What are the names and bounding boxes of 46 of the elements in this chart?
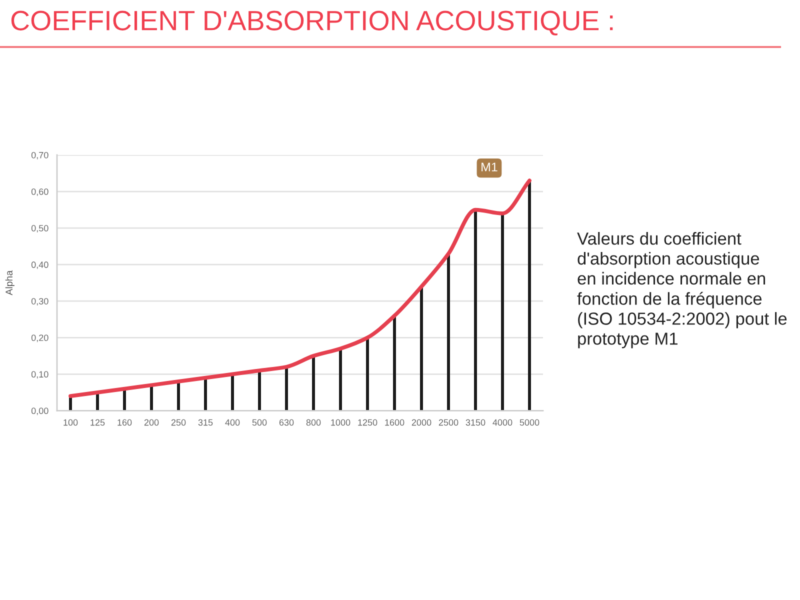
- x-tick-label: 3150: [466, 419, 486, 426]
- y-tick-label: 0,20: [31, 334, 48, 342]
- x-tick-label: 200: [144, 419, 159, 426]
- x-tick-label: 100: [64, 419, 78, 426]
- bar: [393, 316, 396, 411]
- x-tick-label: 1250: [358, 419, 378, 426]
- bar: [501, 213, 504, 411]
- bar: [150, 385, 153, 411]
- x-tick-label: 1600: [385, 419, 404, 426]
- x-tick-label: 630: [279, 419, 294, 426]
- y-axis-title: Alpha: [5, 270, 14, 296]
- bar: [231, 374, 234, 411]
- x-tick-label: 400: [225, 419, 240, 426]
- y-tick-label: 0,70: [31, 152, 48, 160]
- x-tick-label: 2000: [412, 419, 432, 426]
- bar: [339, 348, 342, 411]
- bar: [528, 180, 531, 411]
- x-tick-label: 4000: [492, 419, 512, 426]
- text: M1: [482, 162, 498, 172]
- chart-title: COEFFICIENT D'ABSORPTION ACOUSTIQUE :: [11, 10, 613, 36]
- y-tick-label: 0,40: [31, 262, 48, 270]
- x-tick-label: 5000: [520, 419, 540, 426]
- x-tick-label: 2500: [438, 419, 458, 426]
- x-tick-label: 315: [198, 419, 213, 426]
- y-tick-label: 0,10: [31, 371, 48, 379]
- x-tick-label: 1000: [331, 419, 350, 426]
- bar: [177, 381, 180, 411]
- x-tick-label: 160: [118, 419, 132, 426]
- bar: [474, 210, 477, 411]
- bar: [258, 370, 261, 411]
- bar: [285, 366, 288, 411]
- bar: [204, 378, 207, 411]
- bar: [366, 338, 369, 411]
- y-tick-label: 0,30: [31, 298, 48, 306]
- text: Valeurs du coefficient d'absorption acoustique en incidence normale en fonction de la fréquence (ISO 10534-2:2002) pout le prototype M1: [577, 232, 787, 348]
- y-tick-label: 0,60: [31, 188, 48, 196]
- y-tick-label: 0,50: [31, 225, 48, 232]
- bar: [312, 356, 315, 411]
- x-tick-label: 500: [252, 419, 267, 426]
- bar: [420, 286, 423, 411]
- y-tick-label: 0,00: [31, 408, 48, 416]
- x-tick-label: 250: [171, 419, 186, 426]
- x-tick-label: 800: [306, 419, 321, 426]
- x-tick-label: 125: [90, 419, 105, 426]
- line-series: [68, 178, 532, 398]
- bar: [447, 254, 450, 411]
